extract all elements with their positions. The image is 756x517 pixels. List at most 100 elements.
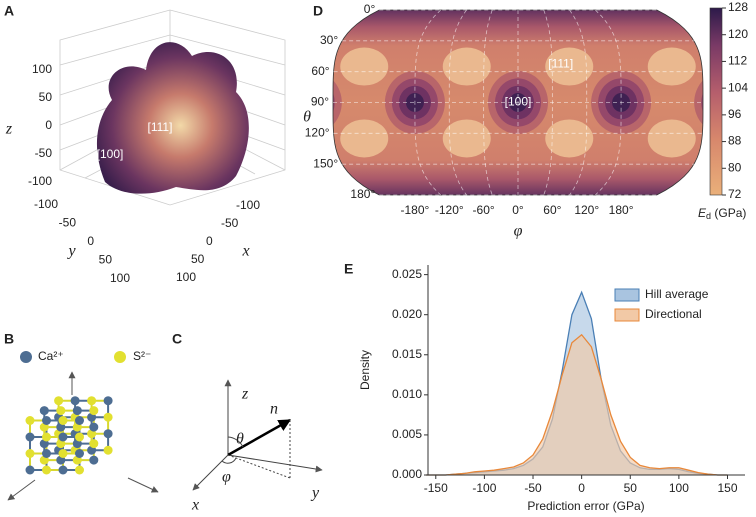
x-tick-label: 60° — [543, 203, 561, 217]
atom — [103, 396, 113, 406]
colorbar-unit: (GPa) — [711, 206, 746, 220]
x-tick-label: 50 — [624, 481, 638, 495]
y-tick-label: 30° — [320, 33, 338, 47]
atom — [103, 412, 113, 422]
atom — [89, 422, 99, 432]
atom — [87, 396, 97, 406]
atom — [58, 432, 68, 442]
atom — [72, 406, 82, 416]
contour — [647, 119, 696, 158]
x-tick-label: 0 — [206, 234, 213, 248]
x-tick-label: -50 — [221, 216, 239, 230]
x-tick-label: -150 — [424, 481, 448, 495]
z-tick-label: 100 — [32, 62, 52, 76]
legend-label: Ca²⁺ — [38, 349, 64, 363]
colorbar-tick-label: 112 — [728, 54, 747, 68]
atom — [25, 465, 35, 475]
elastic-surface — [96, 42, 249, 194]
angle-label: φ — [222, 469, 231, 486]
y-tick-label: 60° — [311, 64, 329, 78]
contour — [442, 119, 491, 158]
colorbar-symbol: E — [698, 206, 707, 220]
x-tick-label: -180° — [400, 203, 429, 217]
density-curve — [426, 333, 728, 476]
atom — [58, 449, 68, 458]
z-tick-label: 0 — [45, 118, 52, 132]
atom — [25, 449, 35, 458]
atom — [58, 416, 68, 425]
atom — [25, 416, 35, 425]
annotation: [111] — [548, 57, 573, 71]
colorbar-tick-label: 128 — [728, 0, 748, 14]
x-tick-label: 50 — [191, 252, 205, 266]
colorbar-tick-label: 104 — [728, 80, 748, 94]
z-tick-label: -50 — [35, 146, 53, 160]
atom — [89, 406, 99, 416]
x-tick-label: 0° — [512, 203, 524, 217]
contour — [442, 47, 491, 86]
y-tick-label: -100 — [34, 197, 58, 211]
legend-label: S²⁻ — [133, 349, 151, 363]
contour — [647, 47, 696, 86]
legend-marker — [20, 351, 32, 363]
annotation: [100] — [505, 95, 532, 109]
x-tick-label: -100 — [236, 198, 260, 212]
legend-label: Hill average — [645, 287, 709, 301]
z-tick-label: 50 — [39, 90, 53, 104]
y-tick-label: 0.025 — [392, 267, 422, 281]
x-tick-label: 120° — [574, 203, 599, 217]
annotation: [100] — [97, 147, 124, 161]
y-tick-label: 0.000 — [392, 467, 422, 481]
axis-label: y — [66, 243, 76, 260]
panel-letter: A — [4, 3, 14, 19]
atom — [58, 465, 68, 475]
coordinate-diagram — [192, 379, 323, 491]
y-tick-label: 50 — [99, 253, 113, 267]
grid-line — [595, 9, 622, 196]
legend-swatch — [614, 308, 640, 322]
grid-line — [483, 9, 493, 196]
atom — [42, 416, 51, 425]
contour — [545, 119, 594, 158]
angle-label: θ — [236, 431, 244, 448]
x-tick-label: 0 — [578, 481, 585, 495]
grid-line — [448, 9, 467, 196]
atom — [89, 439, 99, 449]
panel-letter: D — [313, 3, 323, 19]
legend-marker — [114, 351, 126, 363]
atom — [56, 406, 66, 416]
atom — [42, 465, 51, 475]
axis-label: φ — [514, 223, 523, 240]
atom — [103, 429, 113, 439]
z-tick-label: -100 — [28, 174, 52, 188]
colorbar — [709, 7, 723, 196]
contour — [340, 119, 389, 158]
contour — [545, 47, 594, 86]
colorbar-subscript: d — [706, 211, 711, 221]
colorbar-tick-label: 88 — [728, 134, 742, 148]
panel-letter: B — [4, 331, 14, 347]
x-tick-label: -60° — [473, 203, 495, 217]
x-tick-label: -100 — [472, 481, 496, 495]
y-tick-label: 0.010 — [392, 387, 422, 401]
annotation: [111] — [148, 120, 173, 134]
atom — [75, 432, 84, 442]
y-tick-label: 0° — [364, 2, 376, 16]
atom — [75, 465, 84, 475]
atom — [39, 406, 49, 416]
x-tick-label: 150 — [717, 481, 737, 495]
legend-swatch — [614, 288, 640, 302]
axis-label: z — [5, 121, 13, 138]
atom — [75, 416, 84, 425]
panel-letter: C — [172, 331, 182, 347]
x-tick-label: 100 — [669, 481, 689, 495]
colorbar-tick-label: 80 — [728, 160, 742, 174]
vector-label: n — [270, 401, 278, 418]
atom — [42, 449, 51, 458]
grid-line — [569, 9, 588, 196]
x-tick-label: -120° — [435, 203, 464, 217]
grid-line — [543, 9, 553, 196]
grid-line — [414, 9, 441, 196]
y-tick-label: 90° — [311, 95, 329, 109]
